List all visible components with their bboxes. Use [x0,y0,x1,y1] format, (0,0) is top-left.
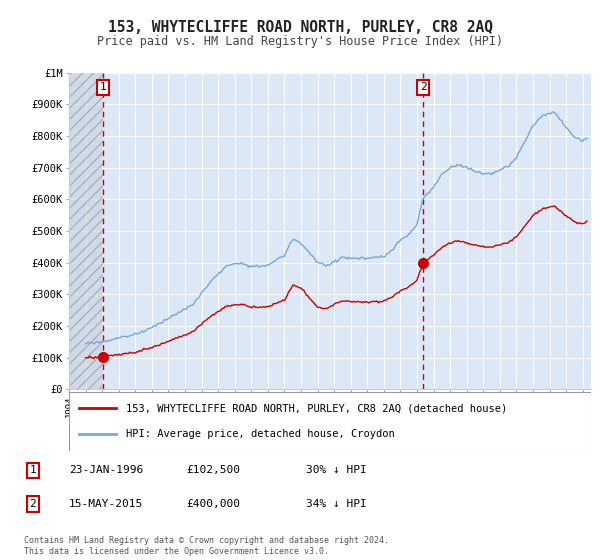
Text: 153, WHYTECLIFFE ROAD NORTH, PURLEY, CR8 2AQ: 153, WHYTECLIFFE ROAD NORTH, PURLEY, CR8… [107,20,493,35]
Text: 23-JAN-1996: 23-JAN-1996 [69,465,143,475]
Bar [69,73,103,389]
FancyBboxPatch shape [69,392,591,451]
Text: 153, WHYTECLIFFE ROAD NORTH, PURLEY, CR8 2AQ (detached house): 153, WHYTECLIFFE ROAD NORTH, PURLEY, CR8… [127,403,508,413]
Text: 30% ↓ HPI: 30% ↓ HPI [306,465,367,475]
Text: £400,000: £400,000 [186,499,240,509]
Text: 34% ↓ HPI: 34% ↓ HPI [306,499,367,509]
Text: Price paid vs. HM Land Registry's House Price Index (HPI): Price paid vs. HM Land Registry's House … [97,35,503,48]
Text: Contains HM Land Registry data © Crown copyright and database right 2024.
This d: Contains HM Land Registry data © Crown c… [24,536,389,556]
Text: HPI: Average price, detached house, Croydon: HPI: Average price, detached house, Croy… [127,430,395,440]
Text: 1: 1 [29,465,37,475]
Text: 1: 1 [100,82,107,92]
Text: 2: 2 [29,499,37,509]
Text: £102,500: £102,500 [186,465,240,475]
Text: 15-MAY-2015: 15-MAY-2015 [69,499,143,509]
Bar [69,73,103,389]
Text: 2: 2 [420,82,427,92]
